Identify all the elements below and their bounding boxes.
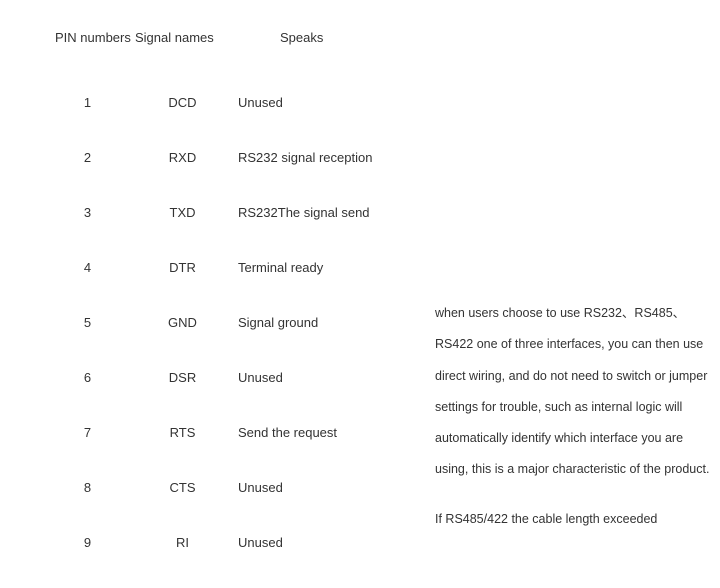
cell-pin: 7 xyxy=(40,425,135,440)
cell-speaks: Unused xyxy=(230,95,430,110)
table-row: 9 RI Unused xyxy=(40,515,440,570)
header-signal: Signal names xyxy=(135,30,230,45)
cell-speaks: RS232 signal reception xyxy=(230,150,430,165)
table-row: 5 GND Signal ground xyxy=(40,295,440,350)
cell-pin: 4 xyxy=(40,260,135,275)
table-row: 8 CTS Unused xyxy=(40,460,440,515)
table-row: 1 DCD Unused xyxy=(40,75,440,130)
table-header-row: PIN numbers Signal names Speaks xyxy=(40,30,440,45)
cell-pin: 3 xyxy=(40,205,135,220)
cell-signal: TXD xyxy=(135,205,230,220)
cell-speaks: Signal ground xyxy=(230,315,430,330)
cell-speaks: RS232The signal send xyxy=(230,205,430,220)
cell-speaks: Unused xyxy=(230,480,430,495)
cell-speaks: Unused xyxy=(230,370,430,385)
cell-signal: CTS xyxy=(135,480,230,495)
cell-signal: DSR xyxy=(135,370,230,385)
cell-signal: RI xyxy=(135,535,230,550)
cell-pin: 8 xyxy=(40,480,135,495)
cell-pin: 9 xyxy=(40,535,135,550)
cell-pin: 5 xyxy=(40,315,135,330)
table-row: 6 DSR Unused xyxy=(40,350,440,405)
table-row: 4 DTR Terminal ready xyxy=(40,240,440,295)
table-row: 2 RXD RS232 signal reception xyxy=(40,130,440,185)
cell-signal: DCD xyxy=(135,95,230,110)
header-pin: PIN numbers xyxy=(40,30,135,45)
cell-signal: GND xyxy=(135,315,230,330)
cell-pin: 6 xyxy=(40,370,135,385)
cell-speaks: Send the request xyxy=(230,425,430,440)
pin-table: PIN numbers Signal names Speaks 1 DCD Un… xyxy=(40,30,440,570)
table-row: 7 RTS Send the request xyxy=(40,405,440,460)
side-paragraph-2: If RS485/422 the cable length exceeded xyxy=(435,504,715,535)
cell-signal: RTS xyxy=(135,425,230,440)
header-speaks: Speaks xyxy=(230,30,430,45)
table-row: 3 TXD RS232The signal send xyxy=(40,185,440,240)
cell-pin: 1 xyxy=(40,95,135,110)
side-paragraph-1: when users choose to use RS232、RS485、RS4… xyxy=(435,298,715,486)
cell-speaks: Terminal ready xyxy=(230,260,430,275)
cell-pin: 2 xyxy=(40,150,135,165)
cell-signal: DTR xyxy=(135,260,230,275)
cell-speaks: Unused xyxy=(230,535,430,550)
cell-signal: RXD xyxy=(135,150,230,165)
side-description: when users choose to use RS232、RS485、RS4… xyxy=(435,298,715,553)
